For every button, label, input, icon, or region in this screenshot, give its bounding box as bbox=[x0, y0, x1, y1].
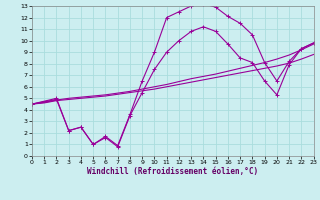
X-axis label: Windchill (Refroidissement éolien,°C): Windchill (Refroidissement éolien,°C) bbox=[87, 167, 258, 176]
